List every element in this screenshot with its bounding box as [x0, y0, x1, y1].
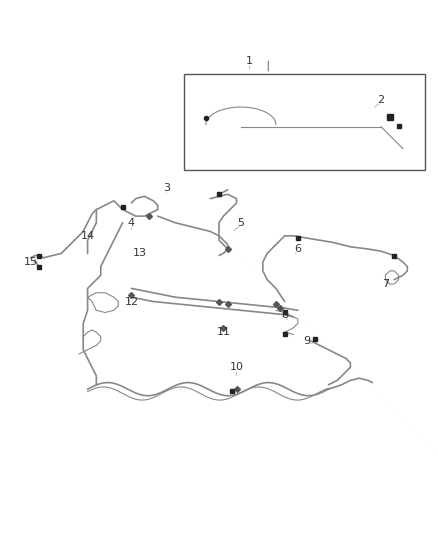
Text: 15: 15: [24, 257, 38, 267]
Text: 8: 8: [281, 310, 288, 320]
Text: 3: 3: [163, 183, 170, 192]
Text: 13: 13: [133, 248, 147, 259]
Text: 1: 1: [246, 55, 253, 66]
Text: 12: 12: [124, 296, 138, 306]
Text: 4: 4: [128, 217, 135, 228]
Text: 10: 10: [230, 362, 244, 372]
Text: 11: 11: [216, 327, 230, 337]
Text: 5: 5: [237, 217, 244, 228]
Text: 2: 2: [378, 95, 385, 105]
Bar: [184, 74, 425, 170]
Text: 6: 6: [294, 244, 301, 254]
Text: 14: 14: [81, 231, 95, 241]
Text: 7: 7: [382, 279, 389, 289]
Text: 9: 9: [303, 336, 310, 346]
